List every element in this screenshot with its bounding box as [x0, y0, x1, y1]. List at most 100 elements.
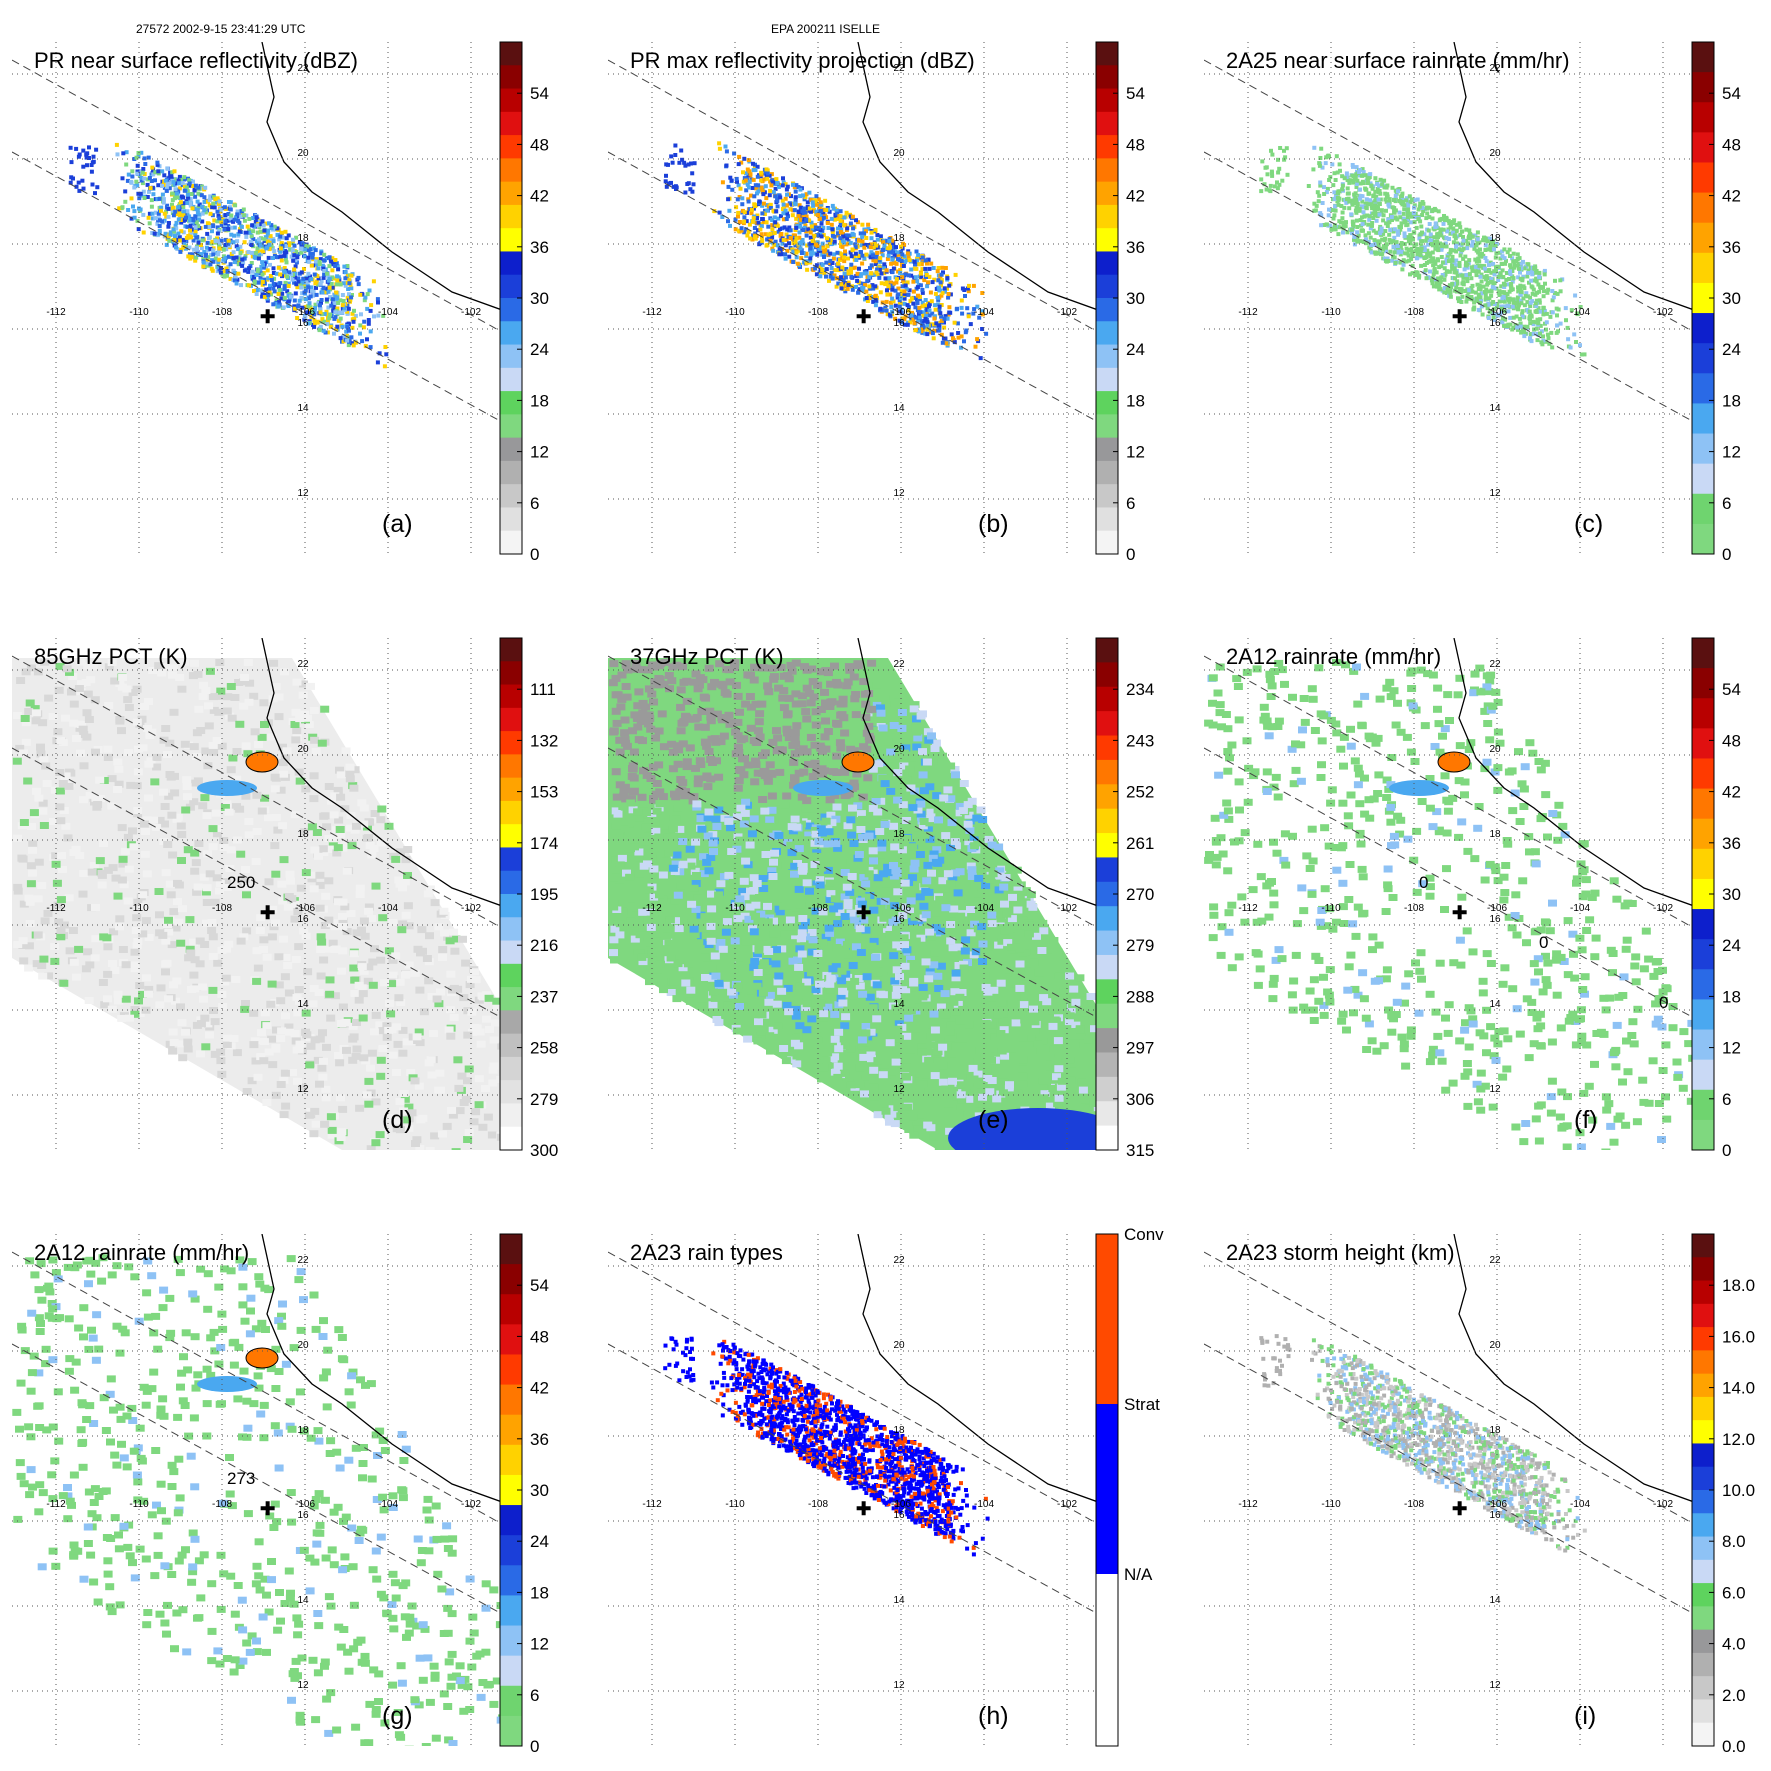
colorbar-segment [1692, 252, 1714, 284]
data-cell [893, 316, 898, 321]
data-cell [1541, 312, 1546, 317]
data-cell [395, 978, 405, 986]
data-cell [729, 178, 734, 183]
data-cell [368, 345, 373, 350]
data-cell [177, 831, 187, 838]
data-cell [25, 699, 35, 707]
data-cell [281, 954, 291, 962]
data-cell [162, 173, 167, 178]
data-cell [1345, 178, 1350, 183]
data-cell [1282, 148, 1286, 153]
data-cell [1515, 325, 1520, 330]
data-cell [202, 899, 212, 906]
data-cell [315, 881, 325, 889]
data-cell [803, 195, 808, 200]
data-cell [193, 229, 198, 234]
data-cell [306, 278, 311, 283]
data-cell [314, 852, 323, 860]
data-cell [200, 794, 210, 802]
data-cell [1492, 272, 1497, 277]
data-cell [153, 210, 158, 215]
data-cell [1518, 292, 1523, 297]
data-cell [1530, 291, 1535, 296]
data-cell [1550, 289, 1555, 293]
data-cell [1355, 239, 1360, 244]
data-cell [1476, 292, 1481, 297]
data-cell [1451, 240, 1456, 245]
data-cell [821, 207, 826, 212]
data-cell [198, 692, 208, 700]
data-cell [798, 194, 803, 199]
data-cell [360, 339, 365, 344]
data-cell [1424, 238, 1429, 243]
data-cell [1465, 276, 1470, 281]
data-cell [804, 261, 809, 266]
data-cell [1497, 250, 1502, 255]
data-cell [376, 313, 381, 318]
data-cell [340, 324, 345, 329]
data-cell [751, 206, 756, 211]
data-cell [836, 261, 841, 266]
data-cell [186, 254, 191, 259]
data-cell [1540, 342, 1545, 347]
data-cell [1318, 183, 1323, 188]
data-cell [825, 244, 830, 249]
data-cell [774, 177, 779, 182]
data-cell [874, 254, 879, 259]
data-cell [884, 299, 889, 304]
data-cell [228, 216, 233, 221]
data-cell [810, 239, 815, 243]
data-cell [1499, 261, 1504, 266]
data-cell [818, 228, 823, 232]
data-cell [313, 321, 318, 326]
data-cell [832, 217, 837, 222]
data-cell [404, 922, 414, 930]
data-cell [1318, 180, 1323, 185]
data-cell [829, 270, 834, 275]
data-cell [278, 281, 283, 286]
data-cell [753, 168, 758, 172]
data-cell [1492, 302, 1497, 307]
data-cell [1264, 187, 1269, 192]
data-cell [1484, 259, 1489, 264]
data-cell [850, 248, 855, 253]
data-cell [1354, 197, 1359, 202]
data-cell [232, 217, 237, 222]
data-cell [174, 220, 179, 225]
data-cell [176, 231, 181, 236]
data-cell [1448, 290, 1453, 295]
data-cell [422, 955, 432, 962]
data-cell [288, 294, 293, 299]
data-cell [178, 249, 183, 254]
data-cell [223, 237, 228, 242]
data-cell [884, 268, 889, 273]
colorbar-tick: 30 [530, 289, 549, 308]
data-cell [1384, 221, 1389, 226]
storm-center-marker [260, 309, 275, 324]
data-cell [350, 341, 355, 346]
data-cell [1450, 263, 1455, 268]
data-cell [804, 192, 809, 197]
data-cell [182, 783, 192, 791]
data-cell [330, 256, 335, 261]
data-cell [804, 214, 809, 219]
data-cell [243, 254, 248, 259]
data-cell [942, 320, 946, 325]
lat-tick-label: 22 [893, 63, 905, 74]
data-cell [1534, 310, 1539, 314]
data-cell [1509, 287, 1514, 292]
data-cell [1439, 275, 1444, 280]
data-cell [1498, 271, 1503, 276]
data-cell [1259, 189, 1264, 194]
data-cell [270, 842, 280, 850]
swath-edge-north [1204, 59, 1694, 333]
data-cell [749, 211, 754, 216]
data-cell [242, 218, 247, 223]
data-cell [419, 1008, 429, 1016]
data-cell [1355, 230, 1360, 235]
colorbar-segment [1692, 313, 1714, 344]
data-cell [1393, 208, 1398, 213]
data-cell [1481, 284, 1486, 289]
data-cell [1518, 286, 1523, 291]
data-cell [1319, 223, 1324, 228]
